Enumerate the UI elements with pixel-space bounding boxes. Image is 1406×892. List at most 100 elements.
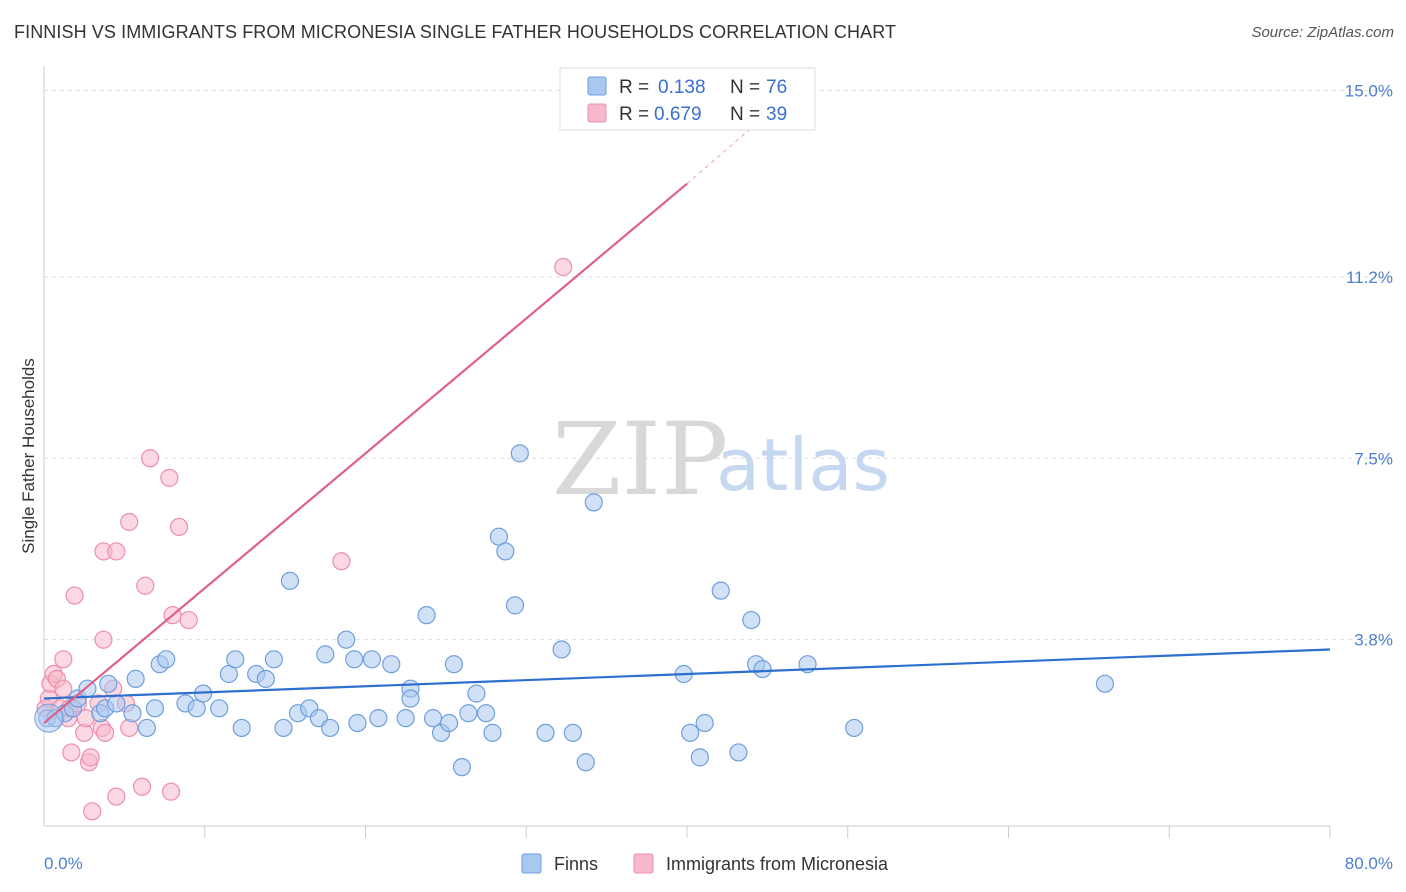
finns-point [536, 723, 555, 742]
finns-point [505, 596, 525, 615]
y-tick-label: 7.5% [1354, 449, 1393, 468]
watermark: ZIP atlas [552, 401, 890, 518]
finns-point [444, 655, 464, 674]
legend-top: R = 0.138 N = 76 R = 0.679 N = 39 [559, 67, 816, 131]
finns-point [845, 718, 864, 738]
micronesia-point [120, 512, 139, 532]
finns-point [232, 718, 251, 738]
finns-point [753, 659, 772, 679]
finns-point [145, 699, 165, 718]
series-finns-points [34, 444, 1115, 777]
legend-r-value-micronesia: 0.679 [654, 104, 702, 125]
finns-point [681, 723, 700, 742]
finns-point [226, 650, 245, 669]
micronesia-point [160, 468, 179, 487]
legend-r-label-micronesia: R = [619, 104, 649, 125]
finns-point [452, 758, 472, 777]
micronesia-point [169, 517, 189, 537]
legend-r-label-finns: R = [619, 77, 649, 98]
micronesia-point [81, 748, 100, 767]
x-tick-label-max: 80.0% [1345, 854, 1393, 873]
finns-point [742, 610, 761, 630]
finns-point [467, 684, 486, 703]
finns-point [459, 704, 478, 723]
finns-point [316, 645, 335, 664]
legend-bottom-swatch-micronesia [633, 853, 654, 874]
finns-point [563, 723, 582, 742]
legend-bottom-label-micronesia: Immigrants from Micronesia [666, 854, 889, 874]
legend-bottom-label-finns: Finns [554, 854, 598, 874]
finns-point [510, 444, 529, 463]
micronesia-point [107, 542, 126, 561]
micronesia-point [140, 449, 160, 468]
finns-point [382, 655, 401, 674]
y-tick-label: 11.2% [1346, 268, 1393, 287]
micronesia-point [332, 552, 351, 571]
finns-point [576, 753, 595, 772]
finns-point [396, 709, 415, 728]
watermark-zip: ZIP [552, 401, 728, 518]
micronesia-point [161, 782, 181, 801]
finns-point [99, 674, 118, 693]
micronesia-point [554, 257, 573, 277]
y-axis-label: Single Father Households [19, 358, 38, 554]
legend-bottom-swatch-finns [521, 853, 542, 874]
finns-point [584, 493, 603, 512]
finns-point [264, 650, 283, 669]
finns-point [280, 571, 300, 590]
x-ticks [204, 826, 1331, 838]
finns-point [345, 650, 364, 669]
micronesia-point [179, 610, 198, 630]
finns-point [483, 723, 502, 742]
micronesia-point [54, 679, 73, 698]
finns-point [439, 713, 459, 733]
finns-point [711, 581, 730, 600]
finns-point [690, 748, 709, 767]
finns-point [496, 542, 515, 561]
finns-point [256, 669, 275, 689]
micronesia-point [65, 586, 84, 605]
y-tick-label: 15.0% [1345, 82, 1393, 101]
finns-point [157, 650, 176, 669]
finns-point [210, 699, 229, 718]
legend-r-value-finns: 0.138 [658, 77, 706, 98]
micronesia-point [132, 777, 152, 796]
finns-point [417, 606, 436, 625]
legend-swatch-micronesia [587, 103, 607, 123]
y-tick-label: 3.8% [1354, 631, 1393, 650]
legend-n-value-micronesia: 39 [766, 104, 787, 125]
micronesia-trend-line [43, 182, 688, 724]
micronesia-point [54, 650, 73, 669]
micronesia-point [107, 787, 126, 806]
legend-n-label-micronesia: N = [730, 104, 760, 125]
finns-point [1095, 674, 1115, 693]
finns-point [369, 709, 388, 728]
finns-point [123, 704, 142, 723]
finns-point [401, 689, 420, 708]
micronesia-point [136, 576, 155, 595]
finns-point [107, 694, 126, 713]
finns-point [321, 718, 340, 738]
legend-n-value-finns: 76 [766, 77, 787, 98]
finns-point [729, 743, 748, 762]
finns-trend-line [43, 648, 1331, 700]
finns-point [362, 650, 382, 669]
micronesia-point [95, 723, 115, 742]
gridlines [44, 90, 1393, 641]
micronesia-point [120, 718, 139, 738]
legend-n-label-finns: N = [730, 77, 760, 98]
micronesia-point [83, 802, 102, 821]
source-label: Source: ZipAtlas.com [1251, 24, 1394, 41]
finns-point [126, 669, 145, 689]
legend-bottom: Finns Immigrants from Micronesia [521, 853, 889, 874]
y-tick-labels: 3.8% 7.5% 11.2% 15.0% [1345, 82, 1393, 650]
finns-point [348, 713, 367, 733]
x-tick-label-min: 0.0% [44, 854, 83, 873]
finns-point [552, 640, 571, 659]
finns-point [476, 704, 496, 723]
finns-point [337, 630, 356, 649]
finns-point [695, 713, 714, 733]
chart-title: FINNISH VS IMMIGRANTS FROM MICRONESIA SI… [14, 22, 897, 42]
micronesia-point [62, 743, 81, 762]
